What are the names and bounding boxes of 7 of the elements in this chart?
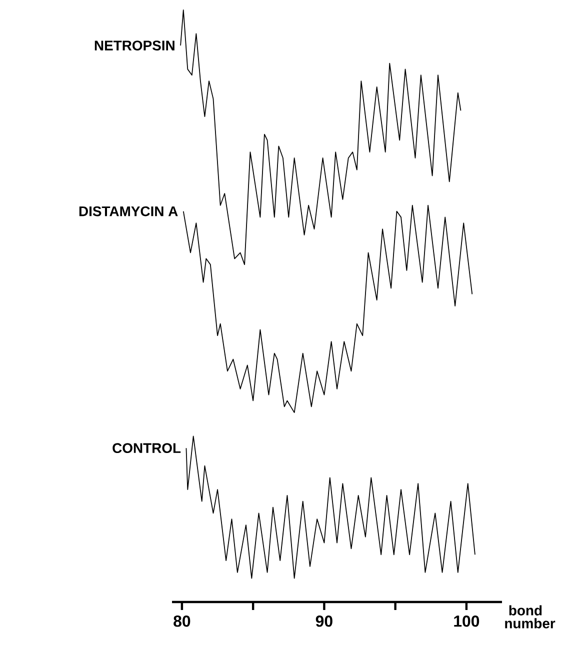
x-tick-label: 90 xyxy=(316,616,332,627)
series-label: DISTAMYCIN A xyxy=(79,206,178,216)
series-label: NETROPSIN xyxy=(94,40,174,50)
x-tick-label: 80 xyxy=(174,616,190,627)
series-label: CONTROL xyxy=(112,443,181,454)
x-axis-title: bond number xyxy=(505,605,556,628)
x-tick-label: 100 xyxy=(454,616,480,627)
